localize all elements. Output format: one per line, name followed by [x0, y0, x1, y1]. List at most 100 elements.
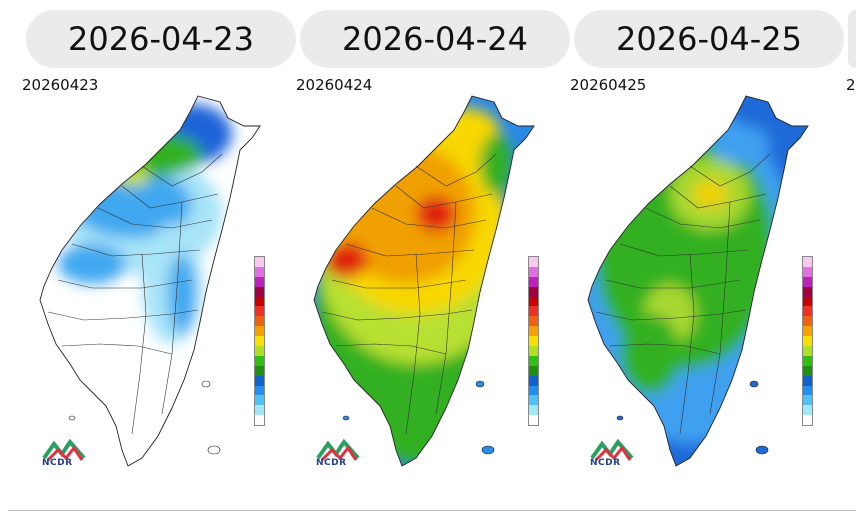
logo-text: NCDR [42, 458, 73, 468]
legend-swatch [529, 276, 538, 287]
date-tab-0424[interactable]: 2026-04-24 [300, 10, 570, 68]
rain-blob [480, 134, 512, 194]
orchid-island [207, 445, 221, 455]
legend-swatch [529, 266, 538, 277]
date-tab-0425[interactable]: 2026-04-25 [574, 10, 844, 68]
date-tab-next[interactable] [848, 10, 856, 68]
legend-swatch [529, 405, 538, 416]
legend-swatch [803, 375, 812, 386]
legend-swatch [255, 405, 264, 416]
county-border [605, 279, 741, 289]
legend-swatch [803, 355, 812, 366]
legend-swatch [255, 316, 264, 327]
ncdr-logo-icon [42, 438, 86, 462]
county-border [619, 243, 749, 257]
legend-swatch [255, 326, 264, 337]
county-border [405, 253, 421, 435]
rain-map [39, 95, 261, 467]
county-border [595, 309, 747, 321]
date-tab-0423[interactable]: 2026-04-23 [26, 10, 296, 68]
county-border [121, 185, 219, 209]
legend-swatch [803, 365, 812, 376]
island-outline [39, 95, 261, 467]
legend-swatch [529, 346, 538, 356]
county-border [61, 343, 173, 355]
bottom-divider [8, 510, 856, 511]
rain-blob [416, 196, 456, 232]
county-border [709, 201, 731, 415]
county-border [71, 243, 201, 257]
rain-field [588, 104, 800, 444]
legend-swatch [255, 276, 264, 287]
legend-swatch [529, 316, 538, 327]
legend-swatch [255, 346, 264, 356]
date-tab-label: 2026-04-23 [68, 20, 254, 58]
legend-swatch [529, 306, 538, 317]
rain-field [316, 108, 534, 464]
county-border [689, 153, 771, 187]
legend-swatch [529, 395, 538, 406]
county-border [141, 153, 223, 187]
color-legend [528, 256, 539, 427]
map-date-code: 20260425 [570, 76, 647, 94]
county-border [47, 309, 199, 321]
liuqiu-island [616, 415, 624, 421]
legend-swatch [255, 415, 264, 426]
island-outline [313, 95, 535, 467]
legend-swatch [255, 306, 264, 317]
legend-swatch [529, 365, 538, 376]
orchid-island [755, 445, 769, 455]
legend-swatch [803, 296, 812, 307]
legend-swatch [529, 286, 538, 297]
county-border [321, 309, 473, 321]
rain-blob [620, 314, 680, 394]
rain-blob [168, 254, 196, 334]
rain-map-panel-edge: 2 [846, 74, 856, 474]
rain-map-panel-2: 20260425 NCDR [570, 74, 840, 474]
county-border [371, 207, 487, 229]
legend-swatch [255, 395, 264, 406]
rain-blob [692, 180, 728, 208]
ncdr-logo-icon [316, 438, 360, 462]
ncdr-logo-icon [590, 438, 634, 462]
legend-swatch [803, 405, 812, 416]
legend-swatch [255, 286, 264, 297]
legend-swatch [255, 355, 264, 366]
rain-blob [102, 132, 202, 176]
county-border [331, 279, 467, 289]
county-border [415, 153, 497, 187]
map-date-code: 20260423 [22, 76, 99, 94]
legend-swatch [803, 336, 812, 347]
legend-swatch [529, 355, 538, 366]
green-island [475, 380, 485, 388]
legend-swatch [803, 385, 812, 396]
rain-map-panel-0: 20260423 NCDR [22, 74, 292, 474]
color-legend [802, 256, 813, 427]
legend-swatch [529, 336, 538, 347]
county-border [679, 253, 695, 435]
county-border [395, 185, 493, 209]
island-outline [587, 95, 809, 467]
county-border [645, 207, 761, 229]
legend-swatch [255, 257, 264, 267]
liuqiu-island [68, 415, 76, 421]
legend-swatch [255, 336, 264, 347]
county-border [161, 201, 183, 415]
legend-swatch [803, 326, 812, 337]
legend-swatch [803, 415, 812, 426]
county-border [131, 253, 147, 435]
legend-swatch [803, 276, 812, 287]
county-border [609, 343, 721, 355]
logo-text: NCDR [316, 458, 347, 468]
legend-swatch [529, 375, 538, 386]
legend-swatch [803, 346, 812, 356]
liuqiu-island [342, 415, 350, 421]
county-border [435, 201, 457, 415]
map-date-code-edge: 2 [846, 76, 856, 94]
color-legend [254, 256, 265, 427]
legend-swatch [529, 415, 538, 426]
legend-swatch [803, 316, 812, 327]
rain-blob [710, 124, 770, 164]
green-island [749, 380, 759, 388]
legend-swatch [255, 375, 264, 386]
